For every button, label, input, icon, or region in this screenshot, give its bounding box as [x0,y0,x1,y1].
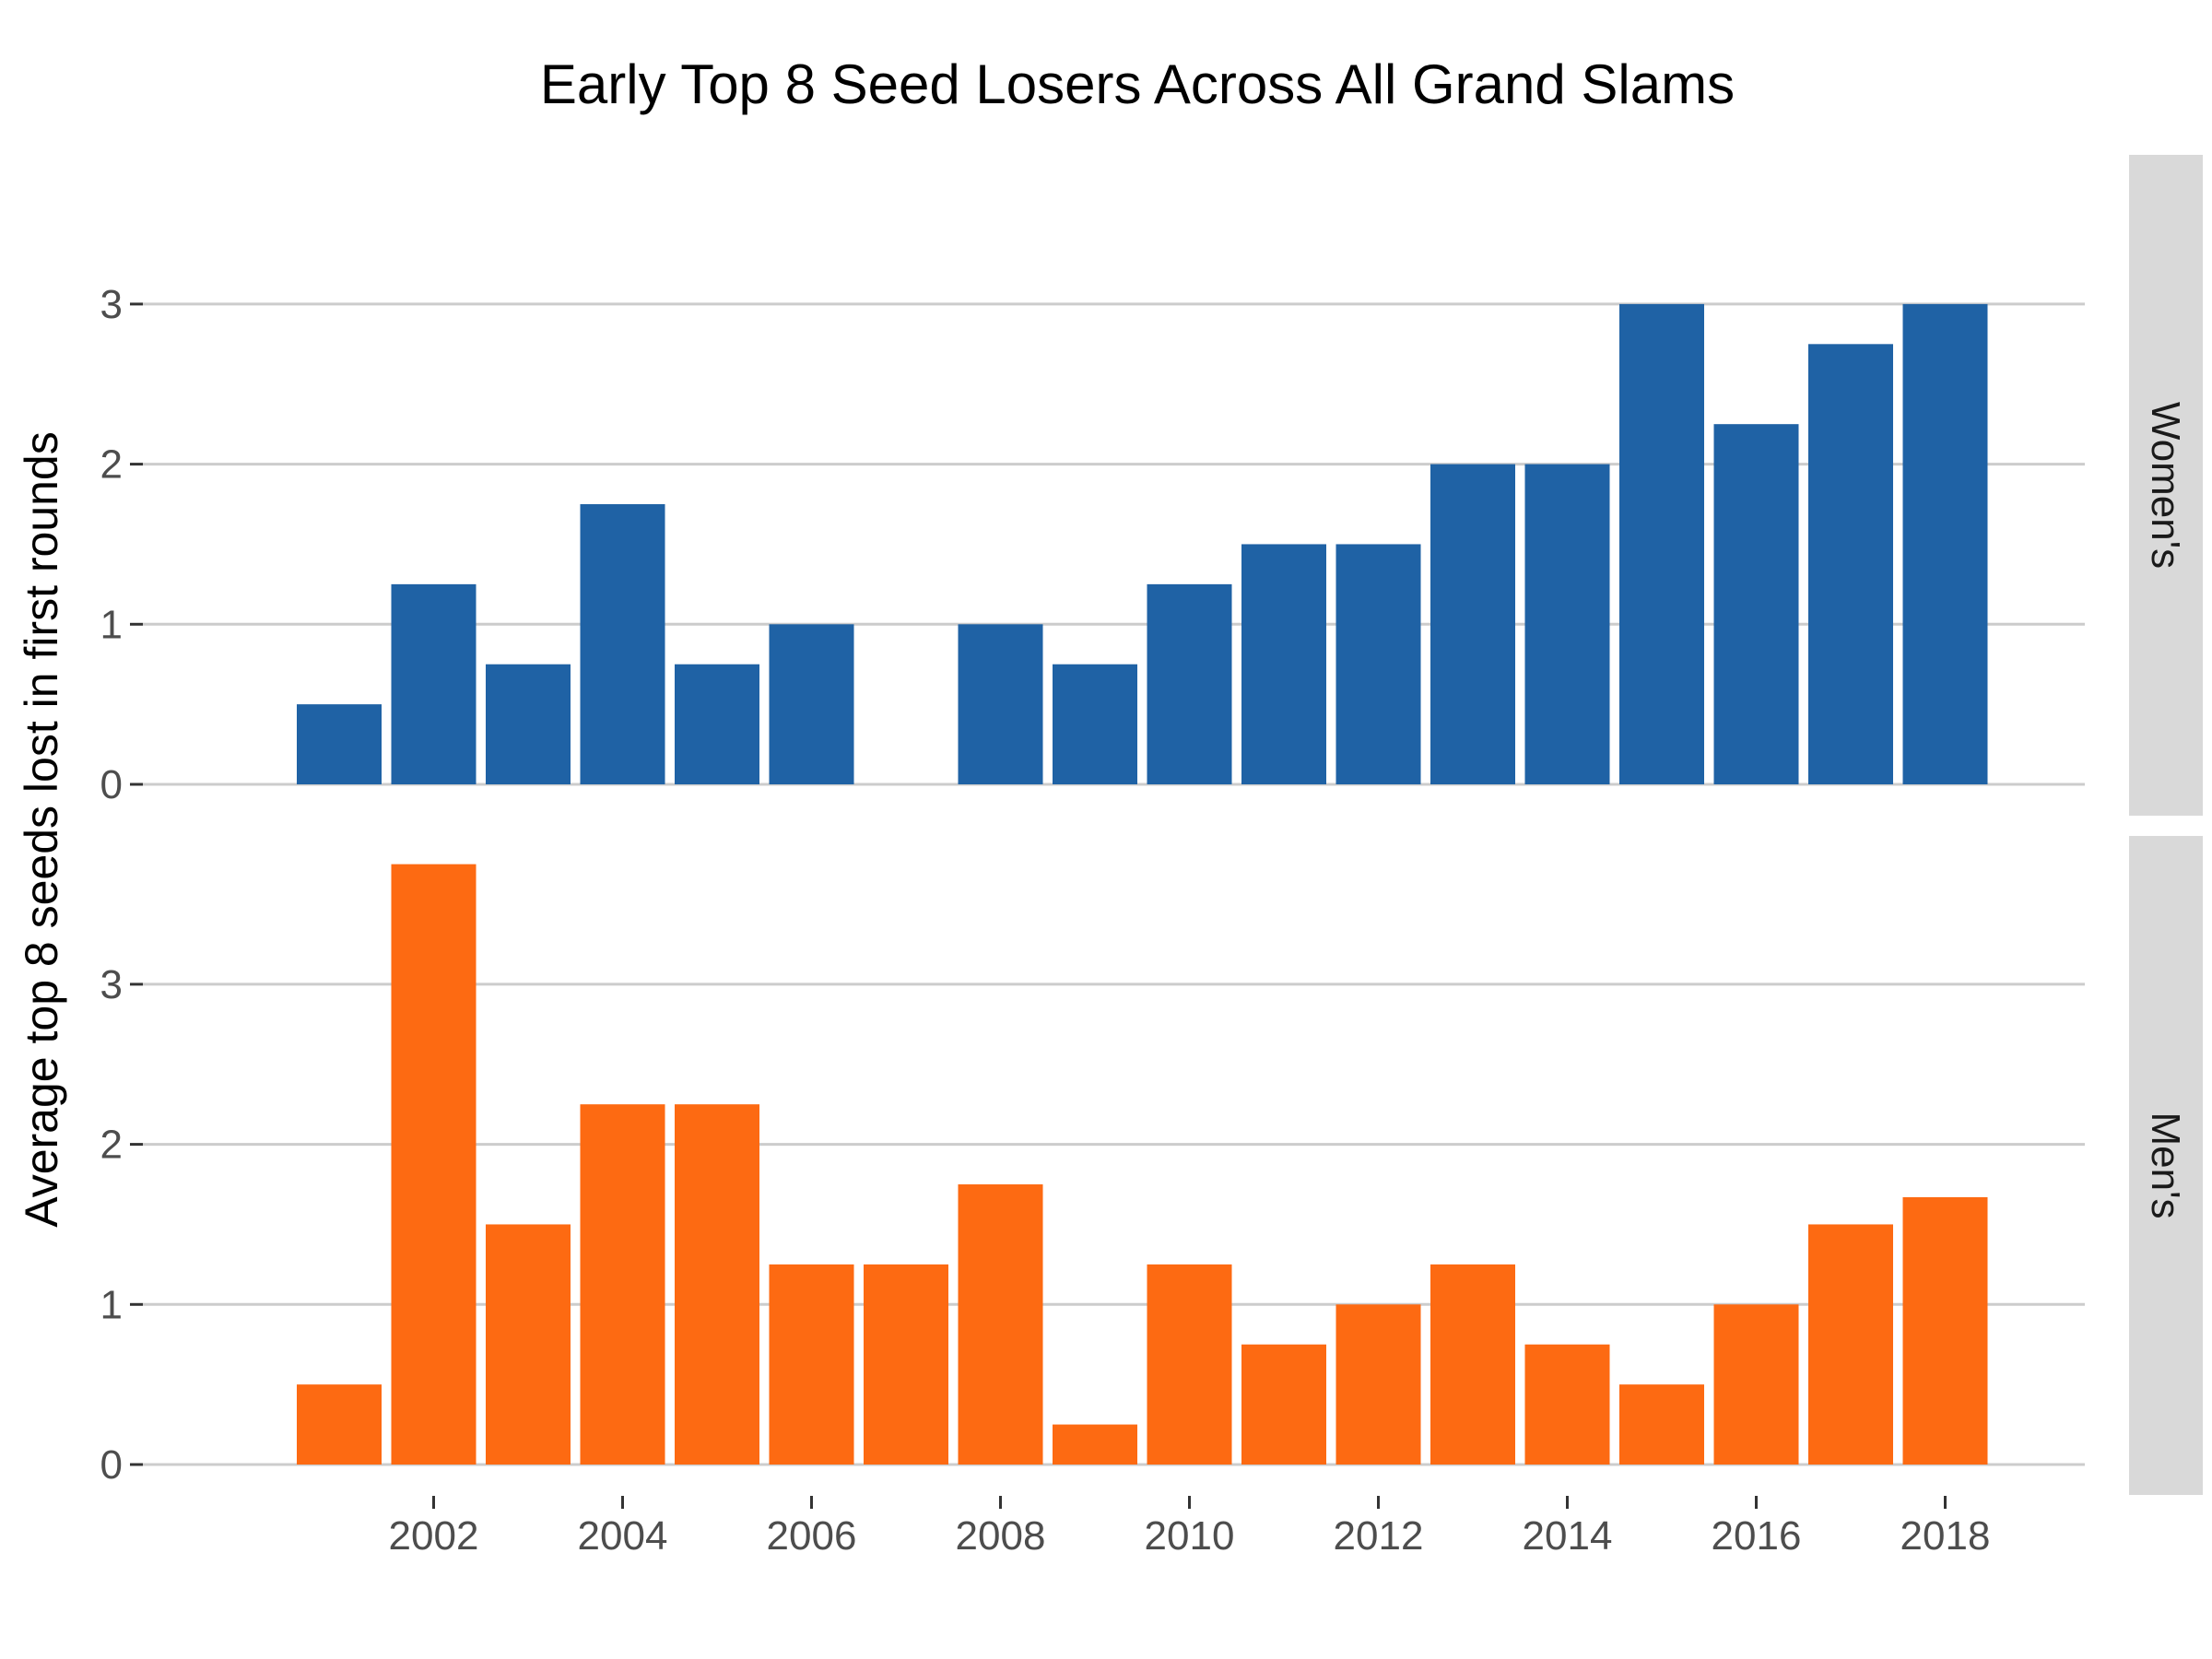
bar-2014 [1524,464,1610,784]
bar-2005 [675,1104,759,1465]
bar-2016 [1713,1304,1799,1465]
bar-2004 [580,504,665,784]
x-tick-label: 2006 [767,1513,857,1559]
x-tick-label: 2014 [1523,1513,1613,1559]
bar-2005 [675,664,759,784]
bar-2009 [1053,664,1137,784]
bar-2011 [1241,544,1326,784]
chart-title: Early Top 8 Seed Losers Across All Grand… [540,53,1735,115]
panel-womens: 0 1 2 3 Women's [100,155,2203,816]
bar-2006 [769,1264,854,1465]
bar-2013 [1430,1264,1515,1465]
y-tick-label: 2 [100,1123,123,1168]
bar-2017 [1808,344,1893,784]
bar-2014 [1524,1344,1610,1465]
bar-2001 [297,1384,382,1465]
x-tick-label: 2010 [1145,1513,1235,1559]
y-tick-label: 3 [100,962,123,1007]
x-tick-label: 2012 [1334,1513,1424,1559]
bar-2008 [958,624,1043,784]
bar-2001 [297,704,382,784]
y-axis-label: Average top 8 seeds lost in first rounds [16,431,67,1227]
facet-strip-label: Women's [2143,402,2188,569]
x-axis: 2002 2004 2006 2008 2010 2012 2014 2016 2018 [389,1496,1991,1559]
bar-2007 [864,1264,948,1465]
y-tick-label: 2 [100,442,123,488]
bar-2002 [391,583,477,784]
bar-2015 [1619,1384,1704,1465]
y-tick-label: 1 [100,602,123,647]
bar-2013 [1430,464,1515,784]
bar-2006 [769,624,854,784]
x-tick-label: 2004 [578,1513,668,1559]
x-tick-label: 2002 [389,1513,479,1559]
bar-2004 [580,1104,665,1465]
y-tick-label: 0 [100,1442,123,1488]
bar-2018 [1902,303,1988,784]
bar-2017 [1808,1224,1893,1465]
bar-2015 [1619,303,1704,784]
y-tick-label: 1 [100,1282,123,1327]
x-tick-label: 2008 [956,1513,1046,1559]
x-tick-label: 2018 [1900,1513,1991,1559]
y-tick-label: 0 [100,762,123,807]
bar-2018 [1902,1196,1988,1465]
panels: 0 1 2 3 Women's 0 1 2 3 Men's 2002 2004 2006 2008 2010… [100,155,2203,1559]
bar-2011 [1241,1344,1326,1465]
x-tick-label: 2016 [1712,1513,1802,1559]
bar-2012 [1335,544,1421,784]
bar-2008 [958,1184,1043,1465]
bar-2012 [1335,1304,1421,1465]
bar-2003 [486,664,571,784]
bar-2009 [1053,1424,1137,1465]
facet-strip [2129,155,2203,816]
panel-mens: 0 1 2 3 Men's [100,836,2203,1495]
bar-2010 [1147,583,1232,784]
bar-2016 [1713,424,1799,784]
bar-2003 [486,1224,571,1465]
y-tick-label: 3 [100,282,123,327]
facet-strip [2129,836,2203,1495]
bar-2010 [1147,1264,1232,1465]
bar-2002 [391,864,477,1465]
facet-strip-label: Men's [2143,1112,2188,1219]
